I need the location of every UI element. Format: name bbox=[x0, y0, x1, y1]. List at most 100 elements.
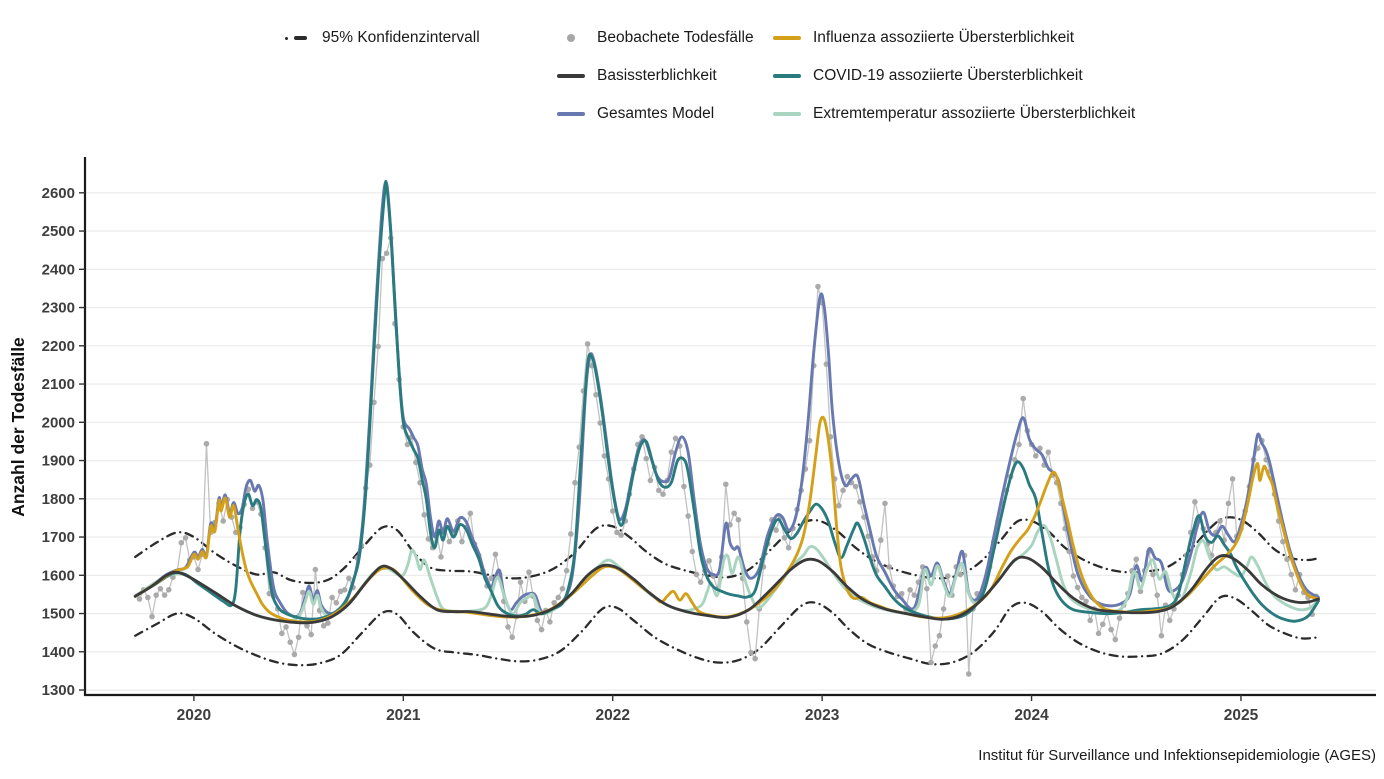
legend-item-confidence-interval: 95% Konfidenzintervall bbox=[281, 29, 480, 47]
observed-point bbox=[1020, 395, 1026, 402]
observed-point bbox=[1070, 573, 1077, 579]
y-tick-label-1900: 1900 bbox=[42, 453, 75, 470]
observed-point bbox=[404, 441, 411, 448]
observed-point bbox=[320, 622, 327, 629]
observed-point bbox=[249, 505, 256, 512]
observed-point bbox=[584, 341, 591, 347]
observed-point bbox=[1099, 621, 1106, 628]
observed-point bbox=[572, 479, 578, 486]
y-tick-label-2600: 2600 bbox=[42, 185, 75, 202]
observed-point bbox=[304, 622, 310, 629]
x-tick-label-2023: 2023 bbox=[805, 707, 840, 724]
observed-point bbox=[806, 437, 813, 444]
observed-point bbox=[1087, 617, 1093, 624]
observed-point bbox=[693, 571, 700, 578]
observed-point bbox=[852, 483, 859, 490]
observed-point bbox=[944, 573, 951, 579]
observed-point bbox=[735, 517, 742, 523]
series-baseline bbox=[133, 554, 1320, 625]
y-tick-label-1400: 1400 bbox=[42, 644, 75, 661]
observed-point bbox=[157, 585, 164, 592]
observed-point bbox=[614, 529, 620, 536]
observed-point bbox=[563, 567, 570, 574]
observed-point bbox=[748, 649, 754, 656]
legend-item-total-model: Gesamtes Model bbox=[556, 105, 714, 123]
observed-point bbox=[689, 548, 696, 555]
observed-point bbox=[149, 613, 155, 620]
observed-point bbox=[509, 634, 516, 641]
x-tick-label-2021: 2021 bbox=[386, 707, 421, 724]
observed-point bbox=[1083, 598, 1089, 605]
legend-item-observed-deaths: Beobachete Todesfälle bbox=[556, 29, 754, 47]
observed-point bbox=[291, 651, 298, 658]
observed-point bbox=[459, 538, 465, 545]
observed-point bbox=[743, 619, 750, 625]
observed-point bbox=[195, 566, 201, 573]
observed-point bbox=[287, 639, 294, 646]
observed-point bbox=[857, 499, 863, 505]
legend-item-baseline-mortality: Basissterblichkeit bbox=[556, 67, 717, 85]
observed-point bbox=[333, 600, 340, 606]
dashdot-line-icon bbox=[281, 36, 311, 40]
observed-point bbox=[877, 537, 884, 543]
observed-point bbox=[1074, 584, 1081, 591]
observed-point bbox=[609, 508, 616, 514]
observed-point bbox=[656, 487, 662, 494]
observed-point bbox=[295, 634, 302, 641]
observed-point bbox=[1016, 441, 1022, 448]
observed-point bbox=[723, 481, 729, 488]
y-tick-label-1300: 1300 bbox=[42, 682, 75, 699]
observed-point bbox=[1217, 518, 1223, 524]
observed-point bbox=[928, 659, 934, 666]
series-line-model bbox=[133, 180, 1320, 618]
observed-point bbox=[1225, 500, 1232, 507]
series-covid bbox=[133, 179, 1320, 623]
observed-point bbox=[551, 600, 557, 606]
source-attribution: Institut für Surveillance und Infektions… bbox=[978, 747, 1376, 764]
observed-point bbox=[660, 491, 666, 498]
y-tick-label-2100: 2100 bbox=[42, 376, 75, 393]
observed-point bbox=[178, 539, 185, 546]
observed-point bbox=[1108, 626, 1114, 633]
observed-point bbox=[1192, 499, 1198, 505]
observed-point bbox=[375, 343, 381, 350]
observed-point bbox=[647, 477, 654, 484]
observed-point bbox=[446, 538, 453, 545]
observed-point bbox=[936, 632, 943, 639]
observed-point bbox=[681, 483, 687, 490]
y-tick-label-2300: 2300 bbox=[42, 300, 75, 317]
observed-point bbox=[668, 449, 675, 455]
observed-point bbox=[383, 250, 390, 257]
observed-point bbox=[1154, 592, 1161, 598]
observed-point bbox=[706, 557, 712, 564]
y-tick-label-1800: 1800 bbox=[42, 491, 75, 508]
line-swatch-icon bbox=[556, 112, 586, 116]
observed-point bbox=[597, 420, 603, 426]
series-model bbox=[133, 180, 1320, 618]
observed-point bbox=[1133, 556, 1140, 563]
series-line-baseline bbox=[133, 554, 1320, 625]
observed-point bbox=[299, 589, 306, 596]
observed-point bbox=[731, 510, 737, 517]
x-tick-label-2024: 2024 bbox=[1014, 707, 1049, 724]
y-tick-label-1700: 1700 bbox=[42, 529, 75, 546]
line-swatch-icon bbox=[556, 74, 586, 78]
observed-point bbox=[1116, 615, 1123, 621]
observed-point bbox=[505, 624, 511, 630]
observed-point bbox=[538, 626, 545, 633]
observed-point bbox=[924, 585, 930, 592]
observed-point bbox=[488, 575, 495, 582]
legend-item-covid-excess: COVID-19 assoziierte Übersterblichkeit bbox=[772, 67, 1083, 85]
observed-point bbox=[145, 594, 151, 601]
gray-dot-icon bbox=[556, 34, 586, 42]
y-axis-title: Anzahl der Todesfälle bbox=[8, 337, 28, 517]
observed-point bbox=[136, 596, 143, 602]
observed-point bbox=[1045, 449, 1052, 455]
observed-point bbox=[865, 533, 872, 540]
x-tick-label-2022: 2022 bbox=[595, 707, 629, 724]
observed-point bbox=[643, 455, 650, 462]
legend-label: 95% Konfidenzintervall bbox=[322, 29, 480, 46]
observed-point bbox=[886, 564, 892, 570]
observed-point bbox=[882, 500, 888, 507]
observed-point bbox=[785, 544, 792, 551]
